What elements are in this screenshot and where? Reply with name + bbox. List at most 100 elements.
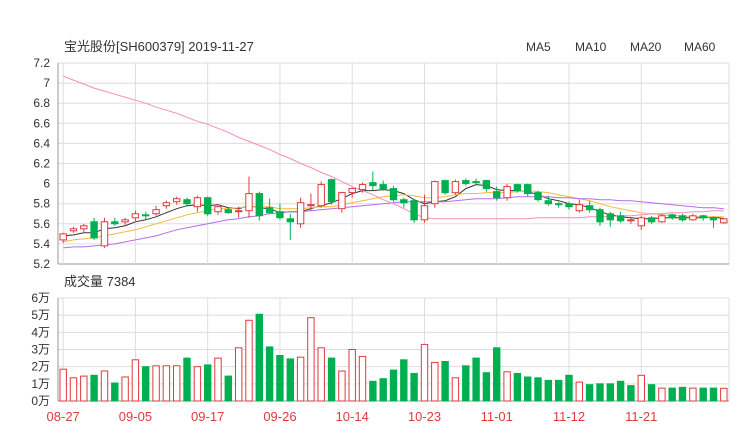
candle-body xyxy=(627,219,635,222)
candle-body xyxy=(111,221,119,225)
candle xyxy=(327,178,336,205)
candle xyxy=(235,206,243,218)
date-tick-label: 09-17 xyxy=(191,409,224,424)
candle xyxy=(410,199,418,223)
volume-bar xyxy=(59,368,67,402)
candle xyxy=(307,193,315,211)
volume-bar xyxy=(462,365,470,402)
price-tick-label: 5.8 xyxy=(33,197,50,211)
volume-bar xyxy=(358,355,367,402)
candle xyxy=(420,194,429,223)
candle xyxy=(214,205,222,215)
price-tick-label: 6.4 xyxy=(33,136,50,150)
candle-body xyxy=(616,215,625,222)
volume-bar xyxy=(616,380,625,402)
candle-body xyxy=(400,199,408,204)
candle xyxy=(493,186,501,201)
price-grid xyxy=(57,62,730,265)
candle xyxy=(658,213,666,223)
volume-bar xyxy=(400,359,408,402)
candle-body xyxy=(472,181,480,184)
candle-body xyxy=(131,213,140,219)
volume-bar xyxy=(720,387,728,402)
candle-body xyxy=(513,184,522,192)
volume-bar xyxy=(637,374,645,402)
volume-bar xyxy=(524,376,532,402)
volume-bar xyxy=(451,377,460,402)
candle-body xyxy=(296,202,305,225)
candle-body xyxy=(255,193,264,217)
volume-bar xyxy=(338,370,346,402)
candle-body xyxy=(441,180,449,194)
volume-tick-label: 3万 xyxy=(31,343,50,357)
date-tick-label: 11-01 xyxy=(481,409,513,424)
candle-body xyxy=(193,197,202,208)
candle-body xyxy=(235,210,243,213)
volume-bar xyxy=(265,346,274,402)
volume-bar xyxy=(193,366,202,402)
volume-bar xyxy=(565,374,573,402)
candle-body xyxy=(658,215,666,223)
volume-bar xyxy=(183,357,191,402)
legend: MA5 MA10 MA20 MA60 xyxy=(526,40,716,54)
volume-bar xyxy=(204,364,212,402)
candle xyxy=(575,199,583,213)
candle xyxy=(152,205,160,216)
volume-bar xyxy=(544,379,552,402)
candle-body xyxy=(699,215,707,219)
candle-body xyxy=(410,200,418,221)
candle xyxy=(462,178,470,186)
candle xyxy=(524,183,532,197)
candle-body xyxy=(173,198,181,203)
volume-bar xyxy=(286,358,295,402)
candle xyxy=(513,183,522,193)
candle xyxy=(699,214,707,221)
candle xyxy=(678,213,687,222)
candle-body xyxy=(162,202,171,207)
volume-bar xyxy=(245,319,253,402)
volume-bar xyxy=(389,369,398,402)
candle xyxy=(379,180,387,191)
candle-body xyxy=(286,218,295,223)
volume-bar xyxy=(317,347,325,402)
candle-body xyxy=(214,206,222,213)
candle-body xyxy=(503,186,511,199)
volume-bar xyxy=(482,372,491,402)
volume-bar xyxy=(596,383,604,402)
price-y-axis: 7.2 7 6.8 6.6 6.4 6.2 6 5.8 5.6 5.4 5.2 xyxy=(33,56,50,271)
candle-body xyxy=(585,205,594,211)
date-tick-label: 11-12 xyxy=(553,409,585,424)
volume-y-axis: 6万 5万 4万 3万 2万 1万 0万 xyxy=(31,291,50,408)
candle xyxy=(193,195,202,212)
volume-bar xyxy=(441,361,449,402)
volume-title: 成交量 7384 xyxy=(64,274,136,289)
candle-body xyxy=(720,218,728,224)
candle-body xyxy=(142,214,150,217)
candle xyxy=(276,203,284,220)
price-tick-label: 5.4 xyxy=(33,237,50,251)
legend-ma10: MA10 xyxy=(575,40,607,54)
candle-body xyxy=(379,184,387,190)
volume-bar xyxy=(100,370,109,402)
candle xyxy=(224,207,233,214)
volume-bar xyxy=(493,347,501,402)
candle xyxy=(59,232,67,243)
candle-body xyxy=(565,203,573,208)
candle xyxy=(296,197,305,228)
candle xyxy=(265,198,274,214)
legend-ma60: MA60 xyxy=(684,40,716,54)
date-tick-label: 09-05 xyxy=(119,409,152,424)
candle-body xyxy=(80,225,88,230)
candle-body xyxy=(524,184,532,195)
volume-bar xyxy=(585,384,594,402)
candle xyxy=(245,176,253,218)
candle xyxy=(503,183,511,201)
candle-body xyxy=(348,188,356,194)
date-tick-label: 08-27 xyxy=(47,409,80,424)
candle xyxy=(69,226,78,233)
volume-bar xyxy=(513,373,522,402)
price-tick-label: 7.2 xyxy=(33,56,50,70)
candle-body xyxy=(69,228,78,232)
volume-bar xyxy=(121,376,129,402)
candle-body xyxy=(358,184,367,191)
